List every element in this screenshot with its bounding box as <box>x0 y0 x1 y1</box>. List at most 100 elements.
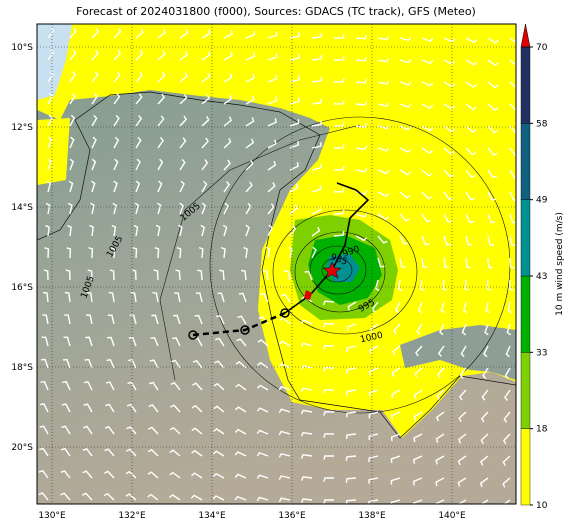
wind-barb <box>234 495 247 501</box>
wind-barb <box>416 323 423 336</box>
wind-barb <box>399 36 412 42</box>
wind-barb <box>91 114 98 127</box>
wind-barb <box>89 224 94 237</box>
wind-barb <box>105 403 115 413</box>
wind-barb <box>421 103 434 109</box>
wind-barb <box>458 433 467 444</box>
wind-barb <box>323 455 335 460</box>
wind-barb <box>421 213 432 223</box>
wind-barb <box>153 269 159 281</box>
wind-barb <box>300 319 313 325</box>
wind-barb <box>147 493 159 501</box>
wind-barb <box>152 292 159 303</box>
wind-barb <box>267 118 277 127</box>
wind-barb <box>289 53 300 61</box>
wind-barb <box>399 169 412 176</box>
wind-barb <box>219 269 225 281</box>
wind-barb <box>421 235 430 246</box>
wind-barb <box>368 499 379 504</box>
wind-barb <box>179 93 188 105</box>
wind-barb <box>39 425 49 435</box>
wind-barb <box>421 59 434 65</box>
wind-barb <box>125 448 137 457</box>
wind-barb <box>147 448 159 457</box>
wind-barb <box>443 37 456 43</box>
wind-barb <box>257 361 269 369</box>
wind-barb <box>502 477 511 488</box>
wind-barb <box>38 469 49 479</box>
wind-barb <box>113 114 120 127</box>
wind-barb <box>465 81 477 88</box>
wind-barb <box>110 247 116 259</box>
wind-barb <box>68 180 74 193</box>
wind-barb <box>83 403 93 413</box>
wind-barb <box>311 185 322 193</box>
wind-barb <box>391 389 401 399</box>
wind-barb <box>90 202 95 215</box>
wind-barb <box>135 136 142 149</box>
wind-barb <box>64 314 71 325</box>
wind-barb <box>413 455 423 464</box>
wind-barb <box>267 31 278 39</box>
wind-barb <box>333 121 345 127</box>
wind-barb <box>504 389 511 401</box>
wind-barb <box>415 345 423 357</box>
coastline <box>37 91 516 439</box>
wind-barb <box>192 382 203 391</box>
wind-barb <box>191 449 203 457</box>
wind-barb <box>170 404 181 413</box>
wind-barb <box>212 450 225 457</box>
wind-barb <box>178 224 183 237</box>
land <box>400 325 516 380</box>
wind-barb <box>155 224 161 237</box>
wind-barb <box>323 433 335 438</box>
wind-barb <box>465 213 474 224</box>
wind-barb <box>439 323 445 336</box>
wind-barb <box>412 499 423 504</box>
wind-barb <box>375 279 380 292</box>
wind-barb <box>311 76 323 83</box>
wind-barb <box>421 169 433 177</box>
wind-barb <box>157 93 165 105</box>
wind-barb <box>421 147 433 154</box>
wind-barb <box>111 224 117 237</box>
wind-barb <box>393 323 401 335</box>
wind-barb <box>333 99 345 105</box>
wind-barb <box>267 182 276 193</box>
wind-barb <box>390 433 401 442</box>
sea <box>37 24 72 100</box>
wind-barb <box>509 169 516 179</box>
wind-barb <box>391 411 401 420</box>
wind-barb <box>91 136 97 149</box>
wind-barb <box>395 301 401 314</box>
graticule <box>37 24 516 504</box>
wind-barb <box>333 143 345 149</box>
wind-barb <box>104 448 115 457</box>
wind-barb <box>169 494 181 501</box>
wind-barb <box>212 472 225 479</box>
wind-barb <box>505 345 511 358</box>
wind-barb <box>134 202 140 215</box>
wind-barb <box>223 202 229 215</box>
wind-barb <box>237 315 247 325</box>
wind-barb <box>311 163 322 171</box>
x-tick-label: 136°E <box>278 511 306 521</box>
wind-barb <box>174 292 181 303</box>
wind-barb <box>509 213 516 224</box>
wind-barb <box>127 381 137 391</box>
wind-barb <box>311 142 322 149</box>
wind-barb <box>214 337 225 347</box>
wind-barb <box>217 292 225 303</box>
wind-barb <box>289 97 300 105</box>
wind-barb <box>91 158 97 171</box>
wind-barb <box>69 158 75 171</box>
wind-barb <box>509 103 516 112</box>
wind-barb <box>47 71 54 83</box>
wind-barb <box>81 492 93 501</box>
wind-barb <box>509 59 516 66</box>
wind-barb <box>91 71 99 83</box>
wind-barb <box>148 404 159 413</box>
wind-barb <box>213 405 225 413</box>
wind-barb <box>347 301 357 311</box>
wind-barb <box>234 428 247 435</box>
